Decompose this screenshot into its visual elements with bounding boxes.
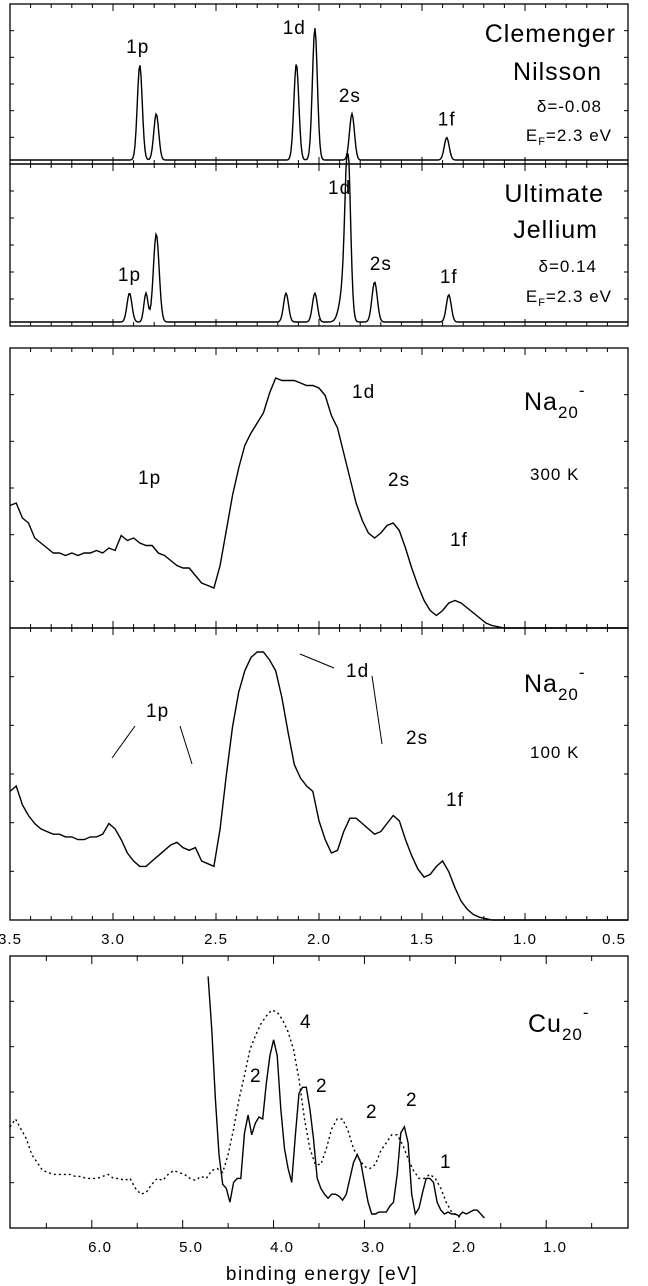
xtick-5.0: 5.0	[179, 1239, 203, 1256]
curve-cu20-dotted	[9, 1009, 463, 1219]
peak-label-1f-100: 1f	[446, 790, 464, 811]
curve-cu20-solid	[207, 976, 485, 1219]
delta-jellium: δ=0.14	[539, 257, 597, 276]
xtick-4.0: 4.0	[270, 1239, 294, 1256]
peak-label-2s-100: 2s	[406, 728, 428, 749]
xtick-2.5: 2.5	[204, 931, 228, 948]
temperature-100: 100 K	[530, 743, 579, 762]
leader-1p-right	[179, 725, 193, 765]
curve-model-ultimate-jellium	[10, 153, 628, 323]
curve-na20-100K	[9, 651, 628, 921]
count-label-1: 1	[440, 1152, 452, 1173]
count-label-2b: 2	[316, 1076, 328, 1097]
peak-label-ultimate-jellium-1f: 1f	[440, 267, 458, 288]
peak-label-1d-100: 1d	[346, 661, 369, 682]
peak-label-2s-300: 2s	[388, 470, 410, 491]
xtick-3.0b: 3.0	[361, 1239, 385, 1256]
peak-label-1d-300: 1d	[352, 382, 375, 403]
count-label-2d: 2	[406, 1090, 418, 1111]
peak-label-ultimate-jellium-2s: 2s	[370, 254, 392, 275]
leader-1d-right	[371, 675, 383, 745]
count-label-2c: 2	[366, 1102, 378, 1123]
xtick-1.5: 1.5	[410, 931, 434, 948]
peak-label-clemenger-nilsson-2s: 2s	[339, 86, 361, 107]
count-label-4: 4	[300, 1012, 312, 1033]
xtick-1.0: 1.0	[513, 931, 537, 948]
x-axis-title: binding energy [eV]	[226, 1264, 418, 1285]
xtick-1.0b: 1.0	[543, 1239, 567, 1256]
xtick-0.5: 0.5	[602, 931, 626, 948]
ef-jellium: EF=2.3 eV	[526, 287, 612, 309]
annotation-nilsson: Nilsson	[513, 58, 602, 86]
peak-label-ultimate-jellium-1p: 1p	[118, 265, 141, 286]
peak-label-clemenger-nilsson-1p: 1p	[126, 37, 149, 58]
peak-label-1f-300: 1f	[450, 530, 468, 551]
species-cu20: Cu20-	[528, 1003, 590, 1044]
peak-label-ultimate-jellium-1d: 1d	[328, 178, 351, 199]
temperature-300: 300 K	[530, 465, 579, 484]
xtick-6.0: 6.0	[88, 1239, 112, 1256]
peak-label-1p-100: 1p	[146, 701, 169, 722]
xtick-2.0: 2.0	[307, 931, 331, 948]
curve-na20-300K	[9, 377, 628, 629]
delta-clemenger: δ=-0.08	[537, 97, 602, 116]
spectrum-curves	[9, 28, 628, 1219]
model-peak-labels: 1p 1d 2s 1f 1p 1d 2s 1f	[118, 18, 458, 288]
annotation-clemenger: Clemenger	[485, 20, 616, 48]
count-label-2a: 2	[250, 1066, 262, 1087]
peak-label-clemenger-nilsson-1f: 1f	[438, 110, 456, 131]
xtick-2.0b: 2.0	[452, 1239, 476, 1256]
ef-clemenger: EF=2.3 eV	[526, 126, 612, 148]
peak-label-1p-300: 1p	[138, 468, 161, 489]
species-na100: Na20-	[524, 663, 586, 704]
xtick-3.5: 3.5	[0, 931, 22, 948]
peak-label-clemenger-nilsson-1d: 1d	[283, 18, 306, 39]
curve-model-clemenger-nilsson	[10, 28, 628, 161]
species-na300: Na20-	[524, 381, 586, 422]
xtick-3.0: 3.0	[101, 931, 125, 948]
leader-1d-left	[299, 653, 335, 669]
annotation-ultimate: Ultimate	[504, 180, 604, 208]
annotation-jellium: Jellium	[513, 216, 598, 244]
leader-1p-left	[111, 725, 136, 759]
